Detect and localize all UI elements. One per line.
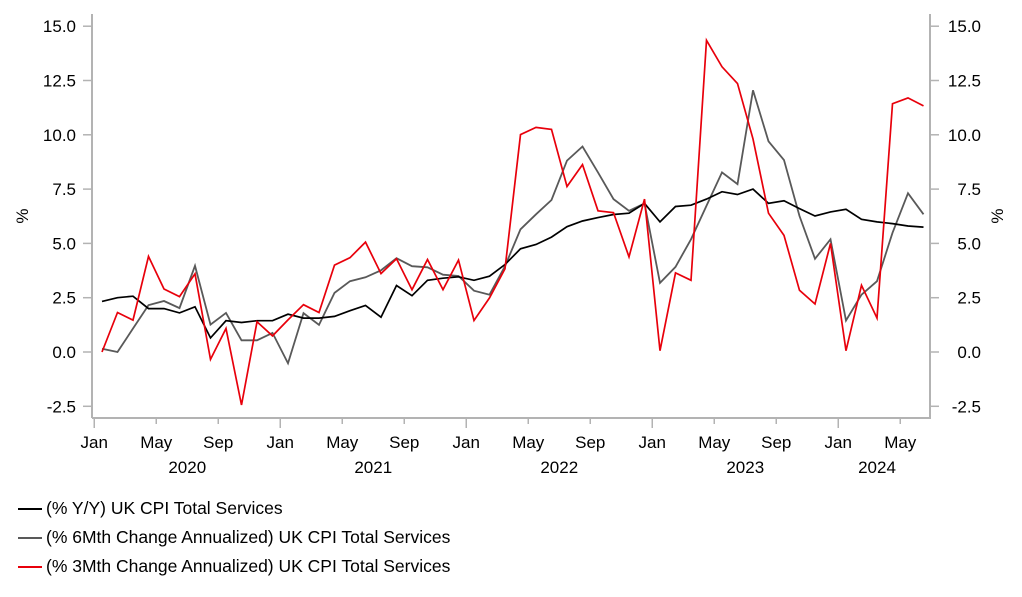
- x-year-label: 2023: [726, 458, 764, 477]
- x-tick-label: Jan: [267, 433, 294, 452]
- legend-label-3mth: (% 3Mth Change Annualized) UK CPI Total …: [46, 556, 451, 576]
- legend-swatch-3mth: [18, 565, 42, 568]
- y-tick-label-right: 2.5: [957, 289, 981, 308]
- x-year-label: 2021: [354, 458, 392, 477]
- axes: 15.0 15.0 12.5 12.5 10.0 10.0 7.5 7.5 5.0 5.0 2.5 2…: [13, 14, 1007, 477]
- y-tick-label-left: 15.0: [43, 17, 76, 36]
- series-layer: [101, 37, 925, 406]
- y-tick-label-left: 10.0: [43, 126, 76, 145]
- y-tick-label-left: 2.5: [52, 289, 76, 308]
- x-tick-label: Jan: [81, 433, 108, 452]
- x-year-label: 2022: [540, 458, 578, 477]
- legend-label-6mth: (% 6Mth Change Annualized) UK CPI Total …: [46, 527, 451, 547]
- y-tick-label-left: 5.0: [52, 234, 76, 253]
- series-line-yoy: [101, 188, 924, 340]
- x-tick-label: May: [140, 433, 173, 452]
- legend-swatch-yoy: [18, 507, 42, 510]
- x-tick-label: Sep: [389, 433, 419, 452]
- x-tick-label: May: [698, 433, 731, 452]
- x-tick-label: Jan: [825, 433, 852, 452]
- y-tick-label-right: 5.0: [957, 234, 981, 253]
- y-tick-label-right: 0.0: [957, 343, 981, 362]
- x-tick-label: Jan: [639, 433, 666, 452]
- series-line-6mth: [101, 90, 925, 366]
- chart-canvas: 15.0 15.0 12.5 12.5 10.0 10.0 7.5 7.5 5.0 5.0 2.5 2…: [13, 14, 1007, 477]
- y-tick-label-left: -2.5: [47, 397, 76, 416]
- y-tick-label-left: 7.5: [52, 180, 76, 199]
- x-tick-label: Sep: [575, 433, 605, 452]
- y-tick-label-right: 15.0: [948, 17, 981, 36]
- x-year-label: 2024: [858, 458, 896, 477]
- x-tick-label: Sep: [761, 433, 791, 452]
- y-tick-label-right: -2.5: [952, 397, 981, 416]
- x-tick-label: Sep: [203, 433, 233, 452]
- y-tick-label-right: 7.5: [957, 180, 981, 199]
- y-tick-label-left: 12.5: [43, 72, 76, 91]
- series-line-3mth: [101, 37, 924, 406]
- y-tick-label-right: 10.0: [948, 126, 981, 145]
- legend-label-yoy: (% Y/Y) UK CPI Total Services: [46, 498, 283, 518]
- legend-item-6mth: (% 6Mth Change Annualized) UK CPI Total …: [18, 523, 450, 552]
- y-axis-title-left: %: [13, 208, 32, 223]
- legend: (% Y/Y) UK CPI Total Services (% 6Mth Ch…: [18, 494, 450, 581]
- y-axis-title-right: %: [988, 208, 1007, 223]
- y-tick-label-left: 0.0: [52, 343, 76, 362]
- legend-item-yoy: (% Y/Y) UK CPI Total Services: [18, 494, 450, 523]
- legend-item-3mth: (% 3Mth Change Annualized) UK CPI Total …: [18, 552, 450, 581]
- x-tick-label: May: [326, 433, 359, 452]
- x-tick-label: Jan: [453, 433, 480, 452]
- x-tick-label: May: [884, 433, 917, 452]
- legend-swatch-6mth: [18, 536, 42, 539]
- y-tick-label-right: 12.5: [948, 72, 981, 91]
- x-year-label: 2020: [168, 458, 206, 477]
- x-tick-label: May: [512, 433, 545, 452]
